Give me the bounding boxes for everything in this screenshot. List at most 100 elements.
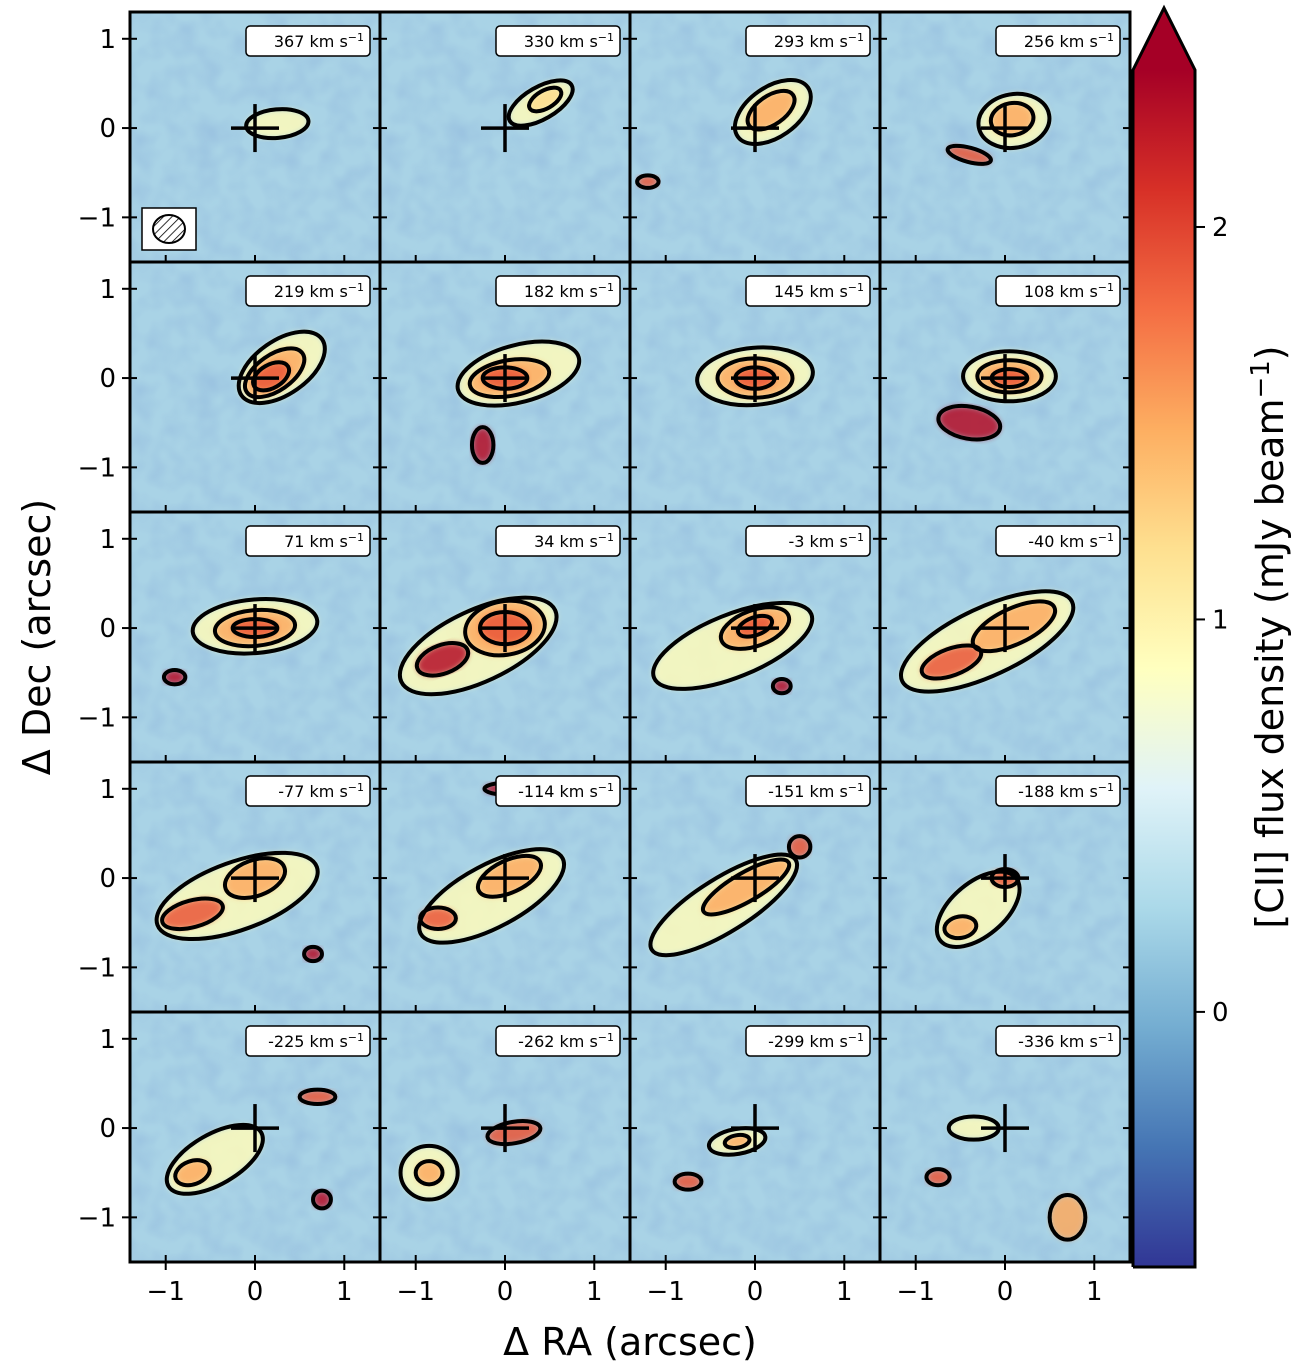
velocity-label-text: -225 km s−1 (268, 1031, 364, 1051)
velocity-label-text: -151 km s−1 (768, 781, 864, 801)
emission-fill (674, 1173, 702, 1190)
velocity-label-box (745, 25, 871, 57)
contour-line (924, 1167, 952, 1188)
contour-line (469, 425, 496, 465)
channel-panel: 182 km s−1 (378, 260, 632, 514)
contour-line (485, 1119, 543, 1147)
channel-panel: 256 km s−1 (878, 10, 1132, 264)
x-tick-label: 0 (497, 1277, 514, 1307)
x-tick-label: 1 (1086, 1277, 1103, 1307)
y-tick-label: −1 (78, 203, 116, 233)
emission-fill (471, 427, 494, 463)
channel-panel: 367 km s−1 (128, 10, 382, 264)
channel-panel: 330 km s−1 (378, 10, 632, 264)
contour-line (672, 1171, 704, 1192)
y-tick-label: −1 (78, 703, 116, 733)
velocity-label: -77 km s−1 (245, 775, 371, 807)
contour-line (463, 598, 547, 658)
colorbar-label: [CII] flux density (mJy beam−1) (1246, 345, 1292, 928)
contour-line (418, 905, 458, 931)
contour-line (164, 1122, 265, 1196)
channel-panel: -151 km s−1 (628, 760, 882, 1014)
contour-line (635, 173, 661, 190)
contour-line (475, 853, 543, 899)
emission-fill (1049, 1195, 1086, 1240)
velocity-label-text: -77 km s−1 (278, 781, 364, 801)
channel-panel: -336 km s−1 (878, 1010, 1132, 1264)
channel-panel: -77 km s−1 (128, 760, 382, 1014)
velocity-label: 34 km s−1 (495, 525, 621, 557)
velocity-label-box (745, 1025, 871, 1057)
velocity-label-text: 367 km s−1 (274, 31, 364, 51)
contour-line (236, 329, 327, 406)
y-tick-label: −1 (78, 453, 116, 483)
velocity-label-text: -114 km s−1 (518, 781, 614, 801)
channel-panel: 145 km s−1 (628, 260, 882, 514)
y-tick-label: 0 (99, 364, 116, 394)
colorbar: 0 1 2 (1131, 4, 1229, 1269)
x-tick-label: −1 (147, 1277, 185, 1307)
x-tick-label: −1 (397, 1277, 435, 1307)
velocity-label: -40 km s−1 (995, 525, 1121, 557)
emission-fill (175, 1160, 210, 1186)
contour-line (745, 88, 797, 132)
contour-line (651, 600, 815, 691)
channel-panel: 293 km s−1 (628, 10, 882, 264)
velocity-label: 293 km s−1 (745, 25, 871, 57)
velocity-label: 145 km s−1 (745, 275, 871, 307)
beam-ellipse (152, 214, 186, 244)
velocity-label-box (245, 25, 371, 57)
y-tick-labels: −1 0 1 −1 0 1 −1 0 1 −1 0 1 −1 0 1 (78, 25, 130, 1233)
contour-line (506, 78, 575, 128)
x-tick-label: −1 (897, 1277, 935, 1307)
velocity-label-text: -40 km s−1 (1028, 531, 1114, 551)
contour-line (945, 143, 993, 166)
y-tick-label: 1 (99, 775, 116, 805)
velocity-label-box (745, 525, 871, 557)
emission-fill (772, 678, 791, 694)
contour-line (919, 643, 984, 681)
emission-fill (938, 405, 1001, 440)
emission-fill (246, 109, 309, 139)
velocity-label-text: 108 km s−1 (1024, 281, 1114, 301)
contour-line (936, 403, 1003, 442)
velocity-label: -151 km s−1 (745, 775, 871, 807)
y-tick-label: 0 (99, 864, 116, 894)
contour-line (397, 595, 559, 697)
emission-fill (313, 1190, 331, 1209)
emission-fill (944, 916, 977, 939)
contour-line (302, 944, 324, 964)
channel-panels: 367 km s−1 330 km s−1 293 km s−1 256 km s−1… (128, 10, 1132, 1264)
velocity-label-box (995, 1025, 1121, 1057)
contour-line (413, 1159, 445, 1187)
contour-line (297, 1087, 338, 1106)
velocity-label-box (495, 25, 621, 57)
emission-fill (529, 87, 562, 112)
colorbar-tick-label: 0 (1212, 998, 1229, 1028)
velocity-label-box (495, 1025, 621, 1057)
velocity-label: -262 km s−1 (495, 1025, 621, 1057)
colorbar-ticks: 0 1 2 (1195, 213, 1229, 1028)
channel-panel: -225 km s−1 (128, 1010, 382, 1264)
velocity-label-box (245, 525, 371, 557)
emission-fill (948, 1116, 999, 1140)
velocity-label-box (245, 275, 371, 307)
velocity-label-box (995, 25, 1121, 57)
contour-line (414, 641, 471, 678)
velocity-label-text: 34 km s−1 (534, 531, 614, 551)
velocity-label-box (495, 525, 621, 557)
velocity-label-text: 182 km s−1 (524, 281, 614, 301)
y-axis-label: Δ Dec (arcsec) (15, 499, 59, 775)
channel-panel: 34 km s−1 (378, 510, 632, 764)
colorbar-gradient (1133, 70, 1195, 1267)
channel-panel: 108 km s−1 (878, 260, 1132, 514)
emission-fill (637, 175, 659, 188)
contour-line (722, 1132, 752, 1150)
velocity-label: 182 km s−1 (495, 275, 621, 307)
contour-line (311, 1188, 333, 1211)
velocity-label: 256 km s−1 (995, 25, 1121, 57)
velocity-label-text: -262 km s−1 (518, 1031, 614, 1051)
contour-line (527, 85, 564, 114)
velocity-label: 219 km s−1 (245, 275, 371, 307)
x-tick-label: 0 (997, 1277, 1014, 1307)
